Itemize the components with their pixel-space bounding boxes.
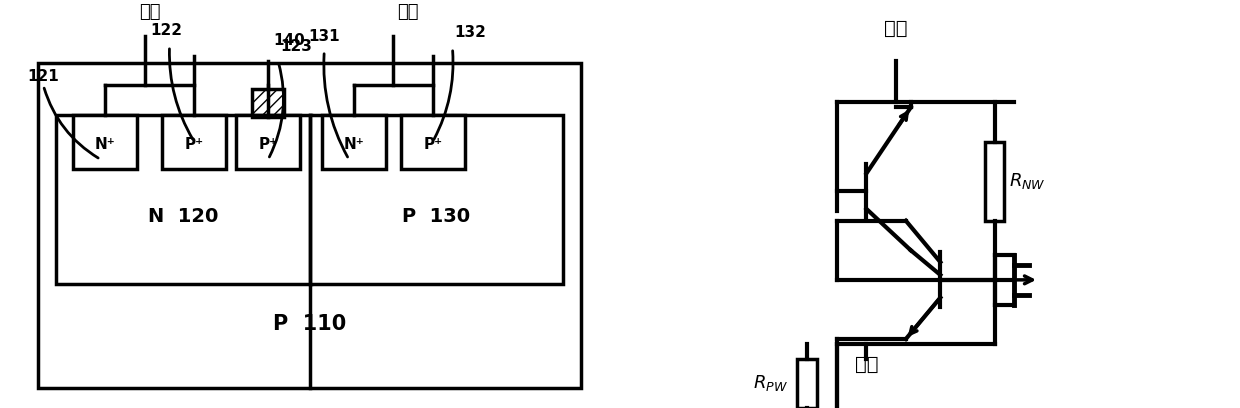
Text: P  110: P 110 xyxy=(273,314,346,334)
Text: $R_{NW}$: $R_{NW}$ xyxy=(1009,171,1047,191)
Text: N⁺: N⁺ xyxy=(95,137,115,152)
Bar xyxy=(252,89,284,117)
Bar xyxy=(985,142,1004,221)
Text: N  120: N 120 xyxy=(149,207,218,226)
Bar xyxy=(73,115,138,169)
Text: 阳极: 阳极 xyxy=(884,19,908,38)
Text: 131: 131 xyxy=(309,29,340,44)
Text: 阳极: 阳极 xyxy=(139,3,160,21)
Bar xyxy=(322,115,386,169)
Bar xyxy=(56,115,311,284)
Text: P⁺: P⁺ xyxy=(185,137,203,152)
Bar xyxy=(162,115,226,169)
Text: 121: 121 xyxy=(27,69,60,84)
Text: P⁺: P⁺ xyxy=(423,137,443,152)
Text: 阴极: 阴极 xyxy=(397,3,419,21)
Text: 140: 140 xyxy=(273,33,305,48)
Bar xyxy=(797,359,817,408)
Text: P⁺: P⁺ xyxy=(259,137,278,152)
Bar xyxy=(236,115,300,169)
Bar xyxy=(310,115,563,284)
Bar xyxy=(38,63,580,388)
Text: 阴极: 阴极 xyxy=(854,355,878,373)
Text: 123: 123 xyxy=(280,39,311,54)
Text: 122: 122 xyxy=(150,23,182,38)
Text: N⁺: N⁺ xyxy=(343,137,365,152)
Text: 132: 132 xyxy=(454,25,486,40)
Bar xyxy=(401,115,465,169)
Text: $R_{PW}$: $R_{PW}$ xyxy=(753,373,787,393)
Text: P  130: P 130 xyxy=(402,207,470,226)
